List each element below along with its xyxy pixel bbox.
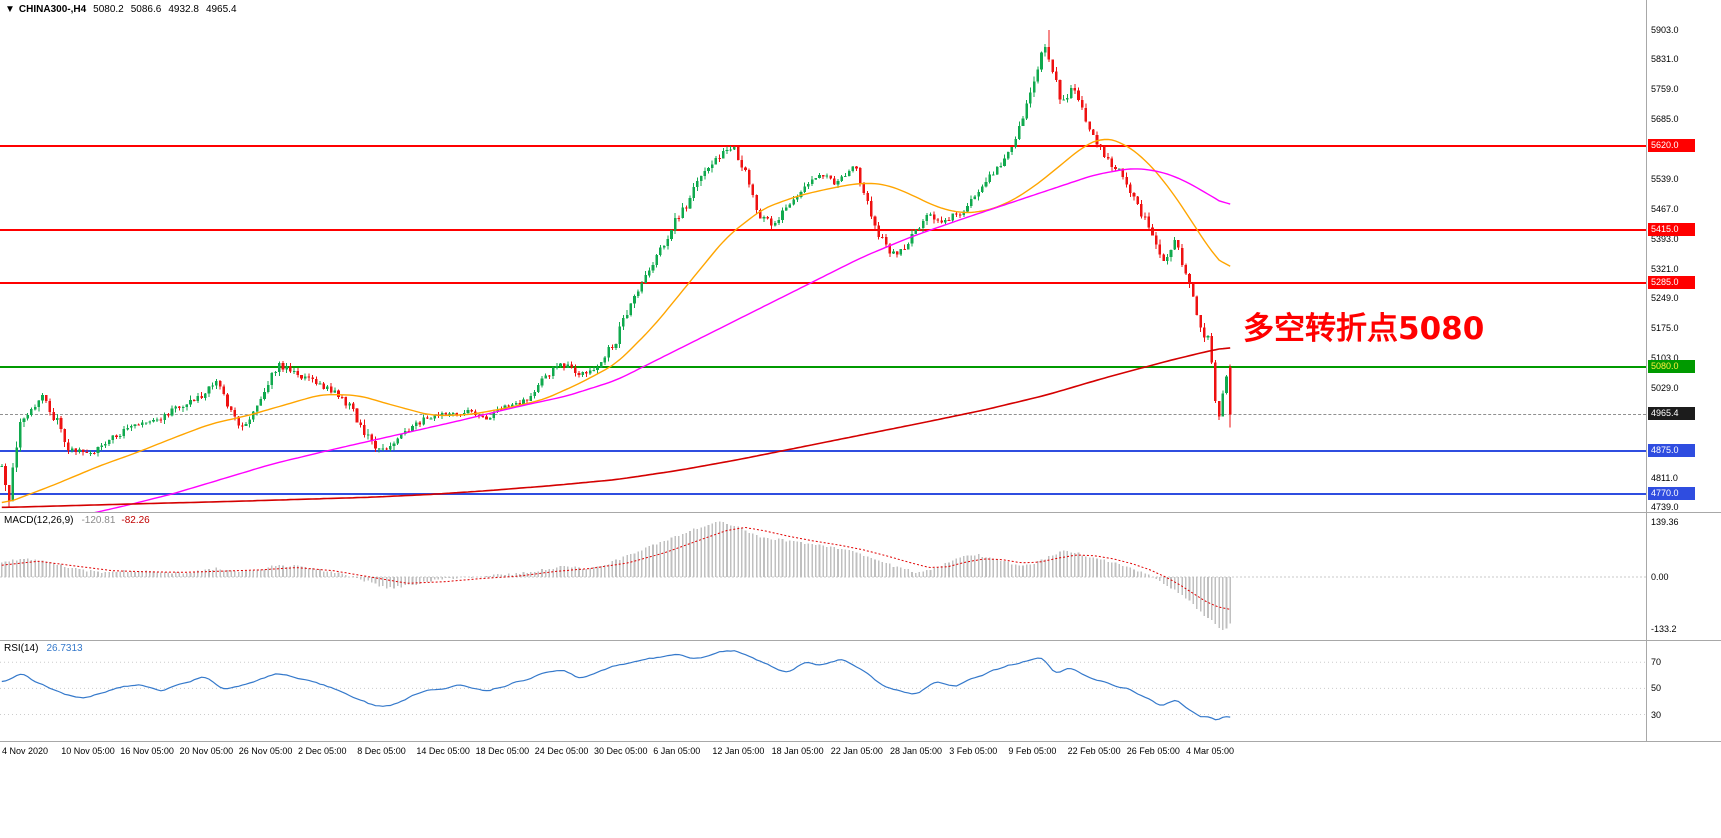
time-tick-label: 8 Dec 05:00 bbox=[357, 746, 406, 756]
rsi-value: 26.7313 bbox=[46, 643, 83, 654]
close-value: 4965.4 bbox=[205, 4, 237, 15]
macd-tick-label: -133.2 bbox=[1651, 624, 1677, 635]
price-scale[interactable] bbox=[1647, 0, 1721, 741]
rsi-label: RSI(14) 26.7313 bbox=[4, 643, 83, 654]
high-value: 5086.6 bbox=[130, 4, 162, 15]
hline-5080.0[interactable] bbox=[0, 366, 1646, 369]
macd-title: MACD(12,26,9) bbox=[4, 515, 74, 526]
time-tick-label: 22 Jan 05:00 bbox=[830, 746, 883, 756]
time-tick-label: 4 Mar 05:00 bbox=[1186, 746, 1235, 756]
price-tick-label: 5759.0 bbox=[1651, 83, 1679, 94]
time-tick-label: 26 Nov 05:00 bbox=[238, 746, 293, 756]
price-tick-label: 4811.0 bbox=[1651, 472, 1678, 483]
time-tick-label: 30 Dec 05:00 bbox=[594, 746, 648, 756]
macd-tick-label: 139.36 bbox=[1651, 517, 1679, 528]
rsi-panel-separator[interactable] bbox=[0, 640, 1721, 641]
symbol-period: CHINA300-,H4 bbox=[18, 4, 87, 15]
price-tick-label: 5175.0 bbox=[1651, 323, 1679, 334]
hline-4770.0[interactable] bbox=[0, 493, 1646, 496]
time-tick-label: 4 Nov 2020 bbox=[2, 746, 49, 756]
price-level-chip: 4770.0 bbox=[1648, 487, 1695, 501]
current-price-line bbox=[0, 414, 1646, 416]
time-tick-label: 24 Dec 05:00 bbox=[534, 746, 589, 756]
chart-menu-icon[interactable]: ▼ bbox=[5, 4, 15, 15]
ma-fast-line bbox=[1, 138, 1231, 504]
price-tick-label: 4739.0 bbox=[1651, 502, 1679, 513]
rsi-tick-label: 50 bbox=[1651, 683, 1662, 694]
price-tick-label: 5831.0 bbox=[1651, 54, 1679, 65]
time-tick-label: 18 Jan 05:00 bbox=[771, 746, 824, 756]
price-tick-label: 5103.0 bbox=[1651, 352, 1679, 363]
time-tick-label: 22 Feb 05:00 bbox=[1067, 746, 1121, 756]
hline-5285.0[interactable] bbox=[0, 282, 1646, 285]
time-tick-label: 16 Nov 05:00 bbox=[120, 746, 174, 756]
time-tick-label: 26 Feb 05:00 bbox=[1126, 746, 1180, 756]
time-tick-label: 14 Dec 05:00 bbox=[416, 746, 470, 756]
low-value: 4932.8 bbox=[168, 4, 199, 15]
macd-signal-value: -82.26 bbox=[121, 515, 150, 526]
current-price-chip: 4965.4 bbox=[1648, 407, 1695, 421]
hline-5620.0[interactable] bbox=[0, 144, 1646, 147]
ohlc-readout: ▼ CHINA300-,H4 5080.2 5086.6 4932.8 4965.4 bbox=[5, 4, 237, 15]
price-level-chip: 5415.0 bbox=[1648, 222, 1695, 236]
macd-label: MACD(12,26,9) -120.81 -82.26 bbox=[4, 515, 150, 526]
rsi-line bbox=[1, 650, 1231, 721]
macd-canvas[interactable] bbox=[0, 513, 1646, 640]
time-axis[interactable] bbox=[0, 742, 1646, 762]
candles bbox=[0, 29, 1232, 507]
rsi-tick-label: 70 bbox=[1651, 657, 1662, 668]
time-tick-label: 28 Jan 05:00 bbox=[890, 746, 943, 756]
price-tick-label: 5321.0 bbox=[1651, 263, 1679, 274]
price-tick-label: 5393.0 bbox=[1651, 233, 1679, 244]
ma-slow-line bbox=[1, 347, 1231, 509]
price-level-chip: 4875.0 bbox=[1648, 444, 1695, 458]
hline-4875.0[interactable] bbox=[0, 450, 1646, 453]
main-chart-canvas[interactable] bbox=[0, 0, 1646, 512]
macd-panel-separator[interactable] bbox=[0, 512, 1721, 513]
macd-tick-label: 0.00 bbox=[1651, 572, 1669, 582]
rsi-canvas[interactable] bbox=[0, 641, 1646, 741]
price-tick-label: 5029.0 bbox=[1651, 383, 1679, 394]
time-tick-label: 2 Dec 05:00 bbox=[298, 746, 347, 756]
rsi-tick-label: 30 bbox=[1651, 709, 1662, 720]
time-tick-label: 6 Jan 05:00 bbox=[653, 746, 701, 756]
rsi-title: RSI(14) bbox=[4, 643, 39, 654]
time-axis-separator bbox=[0, 741, 1721, 742]
price-tick-label: 5249.0 bbox=[1651, 293, 1679, 304]
price-scale-border bbox=[1646, 0, 1647, 741]
time-tick-label: 12 Jan 05:00 bbox=[712, 746, 765, 756]
annotation-text[interactable]: 多空转折点5080 bbox=[1243, 311, 1485, 347]
price-level-chip: 5620.0 bbox=[1648, 138, 1695, 152]
hline-5415.0[interactable] bbox=[0, 228, 1646, 231]
time-tick-label: 18 Dec 05:00 bbox=[475, 746, 530, 756]
time-tick-label: 9 Feb 05:00 bbox=[1008, 746, 1057, 756]
macd-histogram bbox=[0, 521, 1231, 630]
price-tick-label: 5539.0 bbox=[1651, 174, 1679, 185]
open-value: 5080.2 bbox=[93, 4, 124, 15]
ma-mid-line bbox=[94, 168, 1231, 512]
price-level-chip: 5285.0 bbox=[1648, 276, 1695, 290]
price-tick-label: 5685.0 bbox=[1651, 114, 1679, 125]
macd-signal-line bbox=[1, 526, 1231, 610]
time-tick-label: 3 Feb 05:00 bbox=[949, 746, 998, 756]
time-tick-label: 10 Nov 05:00 bbox=[61, 746, 115, 756]
price-tick-label: 5903.0 bbox=[1651, 24, 1679, 35]
price-tick-label: 5467.0 bbox=[1651, 203, 1679, 214]
price-level-chip: 5080.0 bbox=[1648, 360, 1695, 374]
time-tick-label: 20 Nov 05:00 bbox=[179, 746, 234, 756]
macd-main-value: -120.81 bbox=[81, 515, 116, 526]
